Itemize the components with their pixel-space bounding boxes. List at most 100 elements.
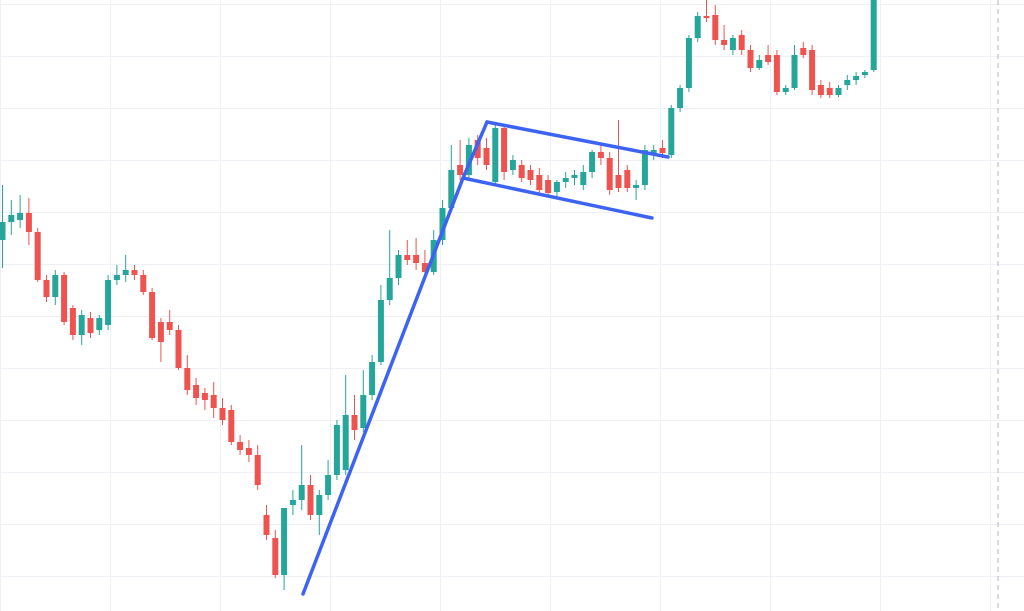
candle-body — [131, 270, 138, 275]
candle-body — [351, 415, 358, 430]
candle-body — [509, 160, 516, 170]
flag-top-line — [485, 120, 670, 159]
candle-body — [597, 152, 604, 158]
candle-body — [298, 485, 305, 500]
candle-body — [545, 180, 552, 193]
flag-pattern-drawing — [301, 120, 670, 596]
candle-body — [483, 148, 490, 165]
candle-body — [659, 148, 666, 153]
candle-body — [809, 50, 816, 90]
candle-body — [149, 292, 156, 338]
candle-body — [791, 55, 798, 88]
candle-body — [140, 275, 147, 292]
flag-bottom-line — [461, 176, 654, 220]
candle-body — [685, 38, 692, 88]
candle-body — [105, 280, 112, 325]
candle-body — [747, 50, 754, 68]
candle-body — [96, 318, 103, 330]
candle-body — [729, 38, 736, 50]
candle-body — [325, 475, 332, 495]
candle-body — [316, 495, 323, 515]
candle-body — [61, 275, 68, 322]
candle-body — [34, 232, 41, 280]
candle-body — [210, 395, 217, 408]
candle-body — [835, 88, 842, 95]
candle-body — [237, 442, 244, 450]
candle-body — [721, 40, 728, 45]
candle-body — [360, 395, 367, 428]
candle-body — [703, 16, 710, 18]
candle-body — [501, 128, 508, 172]
candle-body — [175, 330, 182, 368]
candle-body — [448, 170, 455, 208]
candle-body — [677, 88, 684, 108]
candle-body — [439, 208, 446, 240]
candle-body — [395, 255, 402, 278]
candle-body — [404, 255, 411, 260]
candle-body — [624, 170, 631, 188]
candle-body — [0, 222, 6, 240]
candle-body — [228, 410, 235, 442]
candle-body — [615, 175, 622, 188]
candle-body — [870, 0, 877, 70]
candles — [0, 0, 877, 590]
flagpole — [301, 120, 489, 596]
candle-body — [281, 508, 288, 575]
candle-body — [571, 175, 578, 178]
candle-body — [245, 448, 252, 455]
candle-body — [69, 308, 76, 335]
candle-body — [562, 178, 569, 182]
candle-body — [782, 88, 789, 92]
candle-body — [606, 158, 613, 190]
candle-body — [201, 393, 208, 400]
candle-body — [307, 485, 314, 515]
candle-body — [853, 76, 860, 80]
candle-body — [25, 213, 32, 232]
candle-body — [43, 280, 50, 297]
candle-body — [113, 275, 120, 280]
candle-body — [800, 48, 807, 55]
candle-body — [157, 322, 164, 342]
candle-body — [369, 362, 376, 395]
candle-body — [474, 140, 481, 158]
candle-body — [78, 315, 85, 335]
candle-body — [342, 415, 349, 470]
candle-body — [765, 55, 772, 62]
candle-body — [861, 72, 868, 75]
candle-body — [122, 270, 129, 275]
candle-body — [633, 185, 640, 188]
candle-body — [817, 85, 824, 95]
candle-body — [263, 515, 270, 535]
candle-body — [844, 80, 851, 85]
candle-body — [87, 318, 94, 333]
candle-body — [589, 152, 596, 172]
candle-body — [553, 182, 560, 192]
candle-body — [826, 88, 833, 95]
candle-body — [377, 300, 384, 362]
candle-body — [17, 213, 24, 220]
candle-body — [386, 278, 393, 300]
candle-body — [668, 108, 675, 155]
candle-body — [536, 175, 543, 190]
candle-body — [333, 425, 340, 475]
candle-body — [773, 55, 780, 92]
candle-body — [641, 150, 648, 185]
candle-body — [492, 128, 499, 182]
candle-body — [712, 15, 719, 40]
candle-body — [738, 35, 745, 50]
candle-body — [193, 385, 200, 398]
candle-body — [457, 165, 464, 175]
candle-body — [272, 538, 279, 575]
candle-body — [694, 16, 701, 38]
candle-body — [254, 455, 261, 485]
candle-body — [756, 60, 763, 68]
candle-body — [52, 275, 59, 297]
candle-body — [580, 172, 587, 185]
candle-body — [527, 170, 534, 180]
candle-body — [219, 408, 226, 420]
candle-body — [421, 263, 428, 272]
candle-body — [289, 500, 296, 505]
candle-body — [166, 322, 173, 330]
